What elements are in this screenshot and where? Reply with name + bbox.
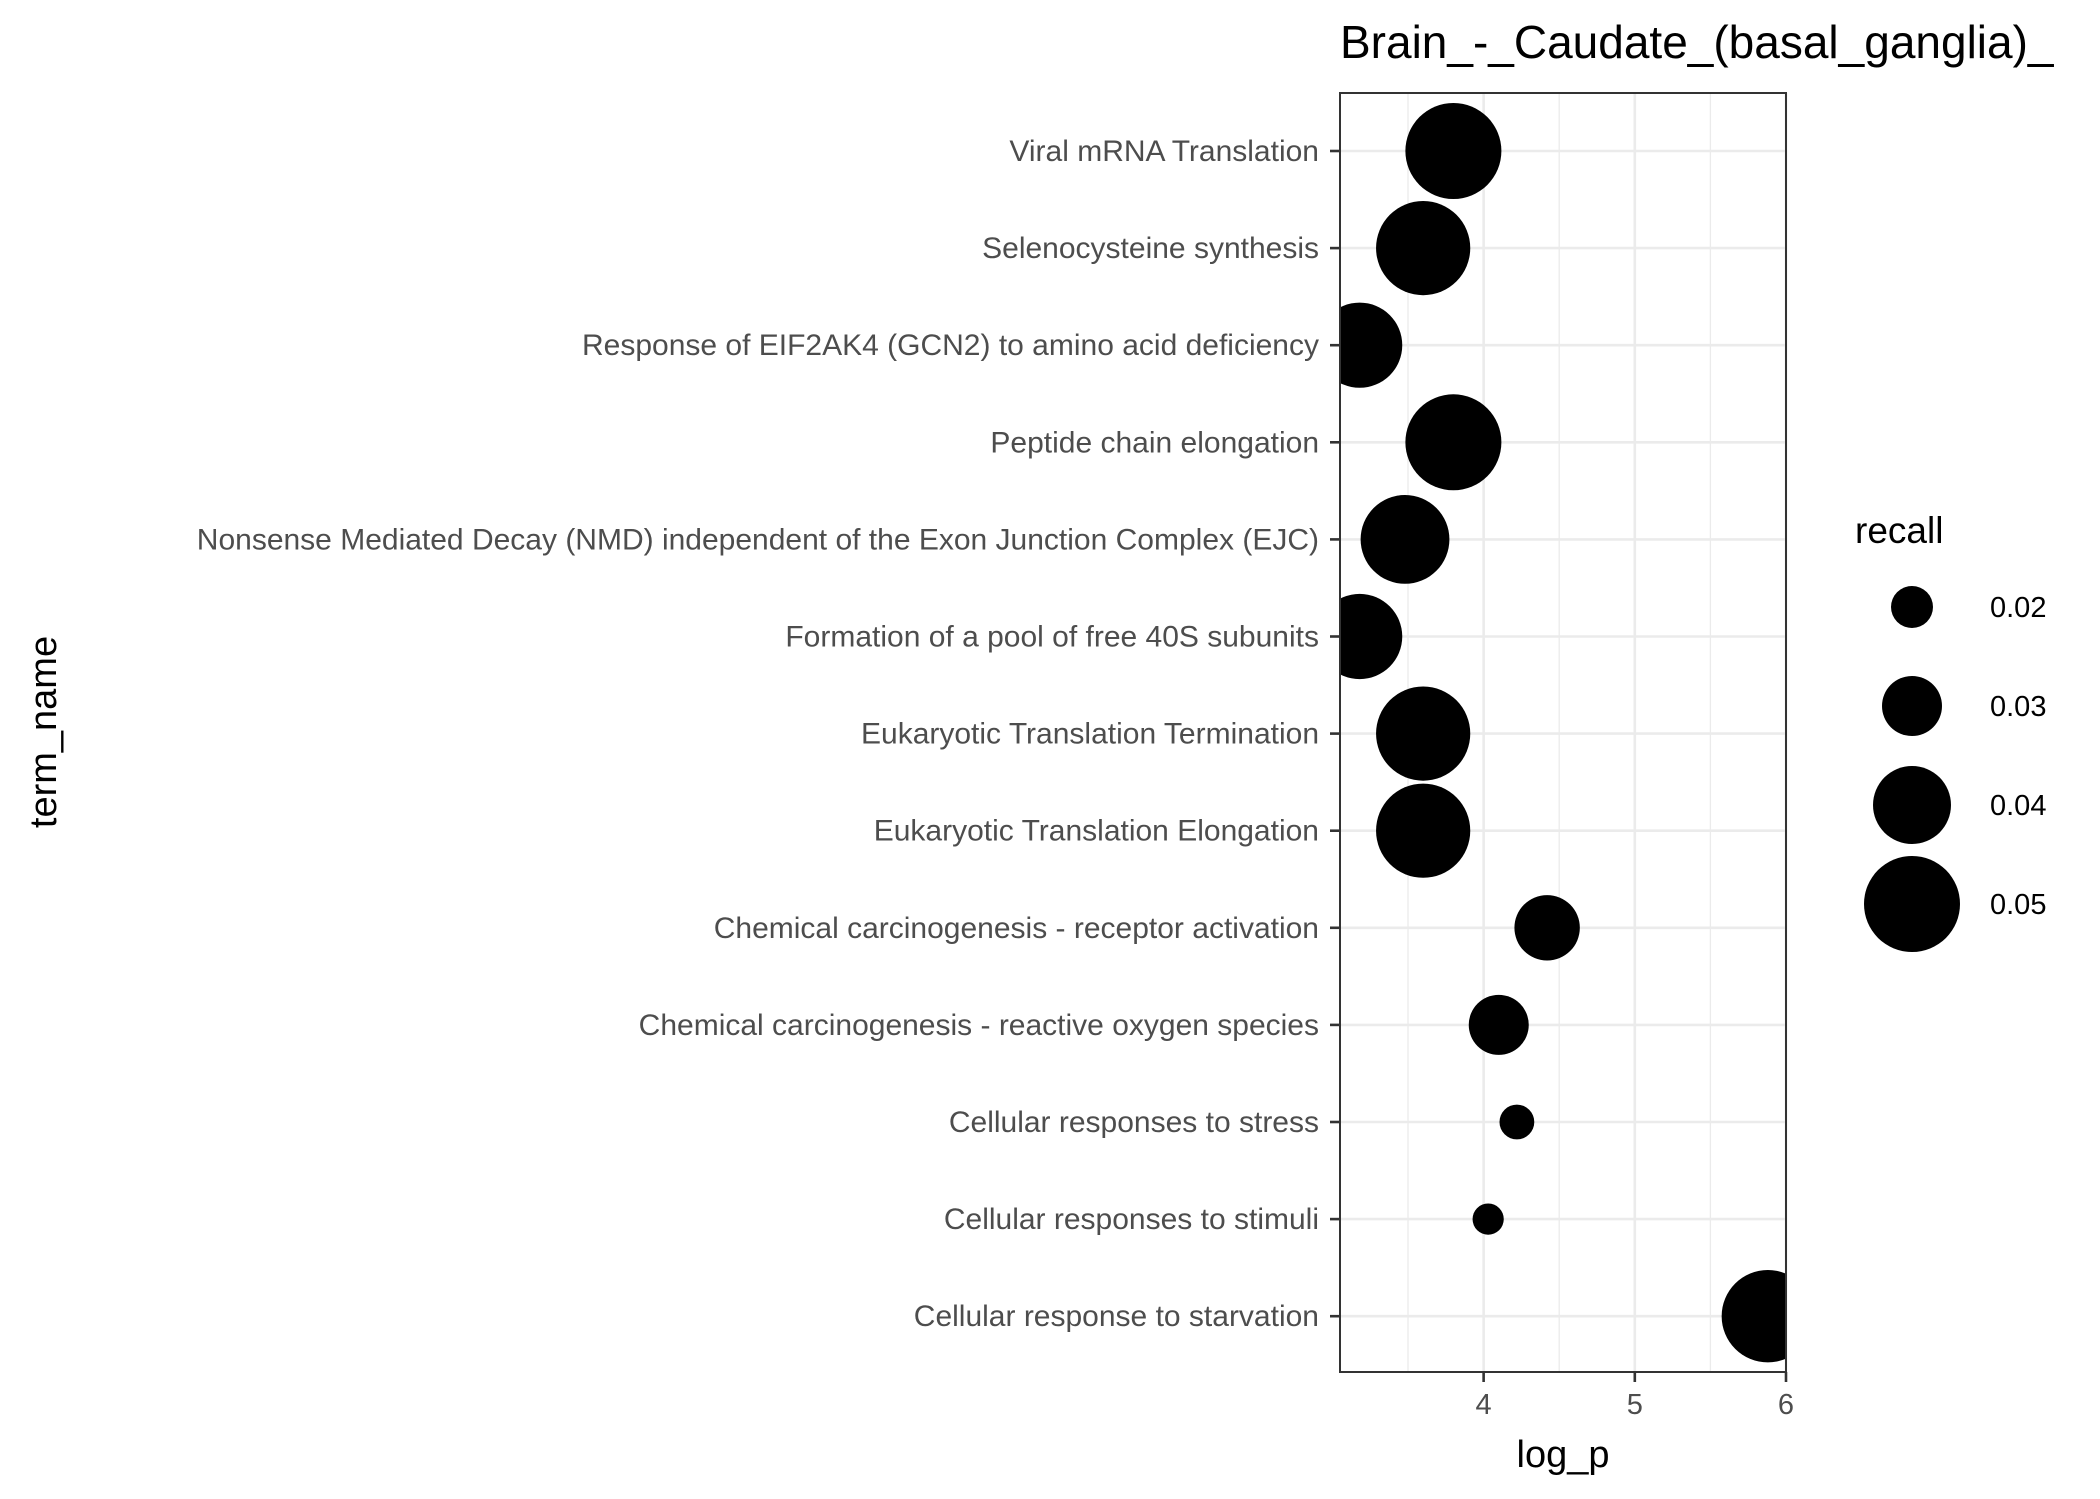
- y-tick-label: Cellular responses to stimuli: [944, 1203, 1319, 1236]
- data-points: [1340, 103, 1786, 1363]
- legend-label: 0.05: [1990, 889, 2046, 921]
- y-tick-label: Selenocysteine synthesis: [982, 232, 1319, 265]
- y-tick-label: Formation of a pool of free 40S subunits: [785, 621, 1319, 654]
- y-tick-label: Chemical carcinogenesis - reactive oxyge…: [639, 1009, 1319, 1042]
- data-point: [1514, 895, 1580, 961]
- data-point: [1376, 783, 1471, 878]
- data-point: [1360, 495, 1450, 584]
- data-point: [1405, 394, 1502, 491]
- legend-label: 0.04: [1990, 790, 2046, 822]
- legend-key: [1891, 586, 1933, 628]
- y-tick-label: Viral mRNA Translation: [1009, 135, 1319, 168]
- chart-title: Brain_-_Caudate_(basal_ganglia)_: [1340, 16, 2055, 68]
- y-tick-label: Peptide chain elongation: [990, 426, 1319, 459]
- data-point: [1340, 593, 1403, 680]
- y-tick-label: Response of EIF2AK4 (GCN2) to amino acid…: [582, 329, 1319, 362]
- data-point: [1499, 1104, 1535, 1140]
- legend-label: 0.03: [1990, 691, 2046, 723]
- data-point: [1405, 103, 1502, 199]
- legend-title: recall: [1855, 510, 1943, 551]
- legend-key: [1864, 856, 1960, 952]
- x-axis: 4 5 6: [1476, 1372, 1794, 1421]
- x-axis-title: log_p: [1517, 1434, 1610, 1476]
- data-point: [1340, 302, 1403, 388]
- y-tick-label: Eukaryotic Translation Termination: [861, 718, 1319, 751]
- x-tick-label: 5: [1627, 1389, 1643, 1421]
- legend-key: [1882, 676, 1942, 736]
- data-point: [1376, 686, 1471, 781]
- data-point: [1472, 1203, 1504, 1235]
- y-axis: Viral mRNA Translation Selenocysteine syn…: [197, 135, 1340, 1333]
- legend-label: 0.02: [1990, 592, 2046, 624]
- legend: recall 0.02 0.03 0.04 0.05: [1855, 510, 2046, 952]
- y-axis-title: term_name: [23, 636, 65, 828]
- y-tick-label: Nonsense Mediated Decay (NMD) independen…: [197, 523, 1319, 556]
- y-tick-label: Cellular response to starvation: [914, 1300, 1319, 1333]
- data-point: [1721, 1270, 1786, 1363]
- data-point: [1376, 201, 1471, 296]
- x-tick-label: 6: [1778, 1389, 1794, 1421]
- y-tick-label: Cellular responses to stress: [949, 1106, 1319, 1139]
- data-point: [1468, 994, 1529, 1055]
- x-tick-label: 4: [1476, 1389, 1492, 1421]
- y-tick-label: Chemical carcinogenesis - receptor activ…: [714, 912, 1319, 945]
- y-tick-label: Eukaryotic Translation Elongation: [874, 815, 1319, 848]
- legend-key: [1873, 766, 1951, 844]
